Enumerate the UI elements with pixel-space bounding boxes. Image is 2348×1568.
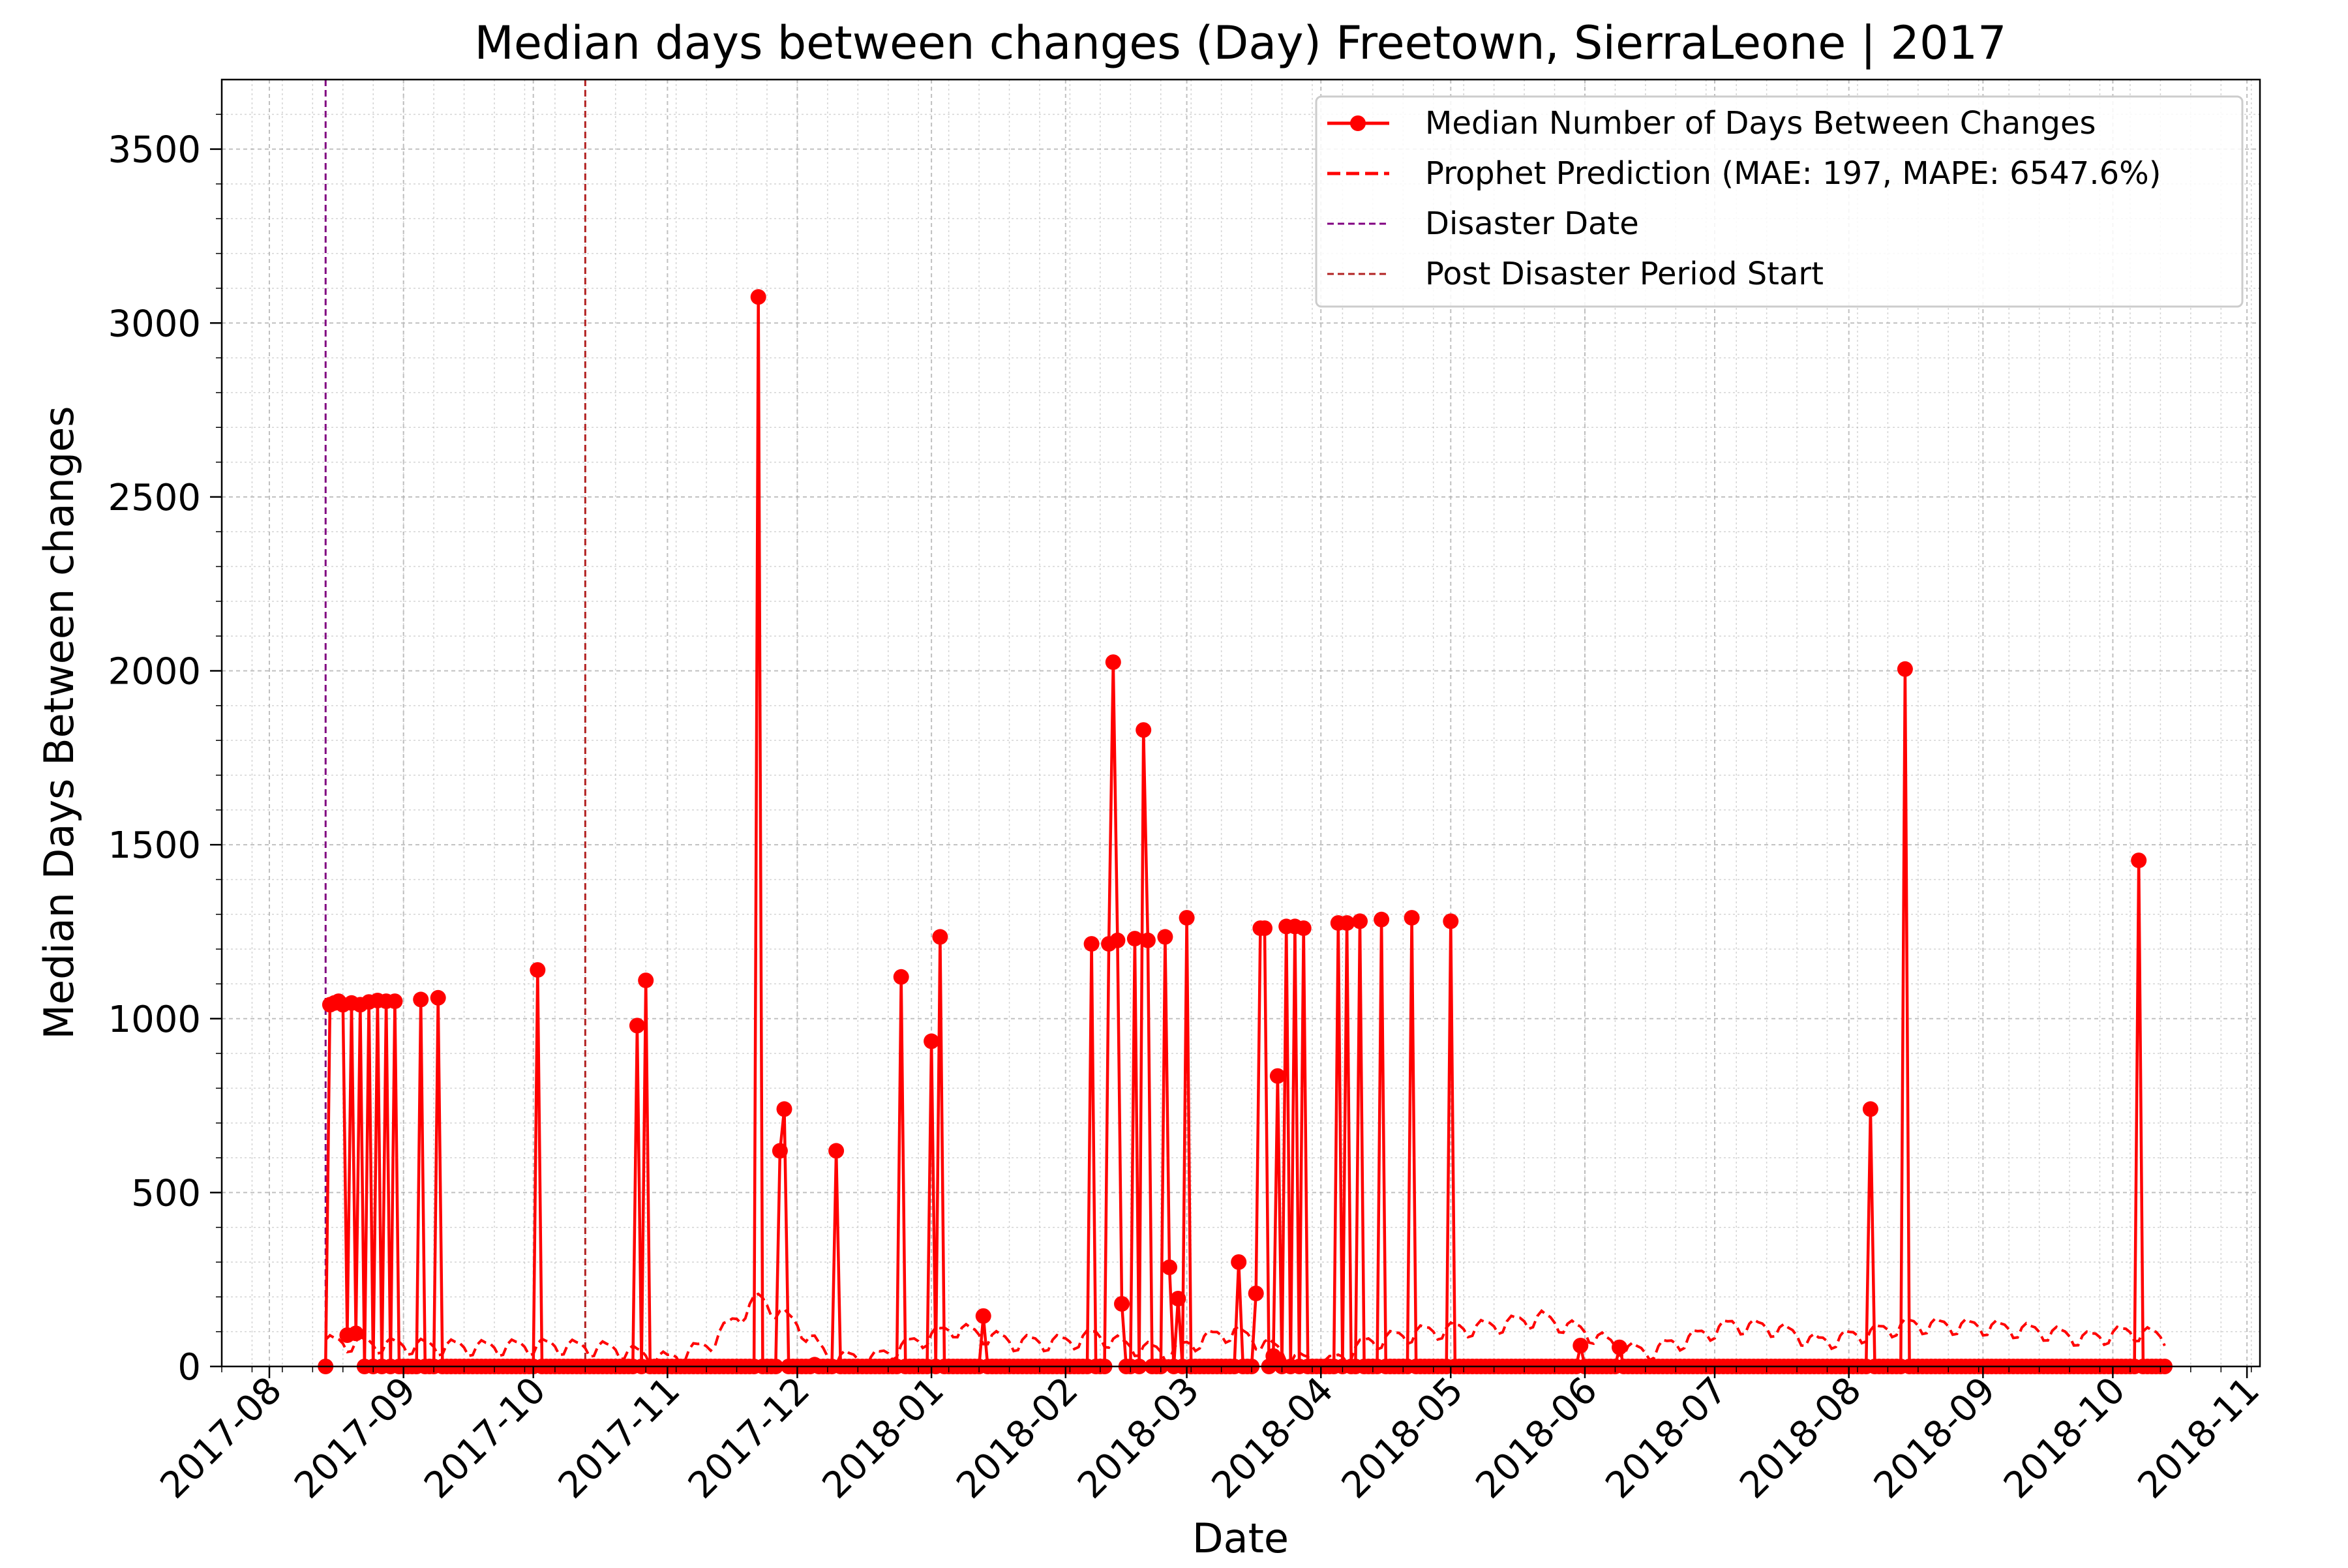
data-point xyxy=(924,1033,940,1049)
legend-label-observed: Median Number of Days Between Changes xyxy=(1425,105,2096,142)
y-axis-label: Median Days Between changes xyxy=(35,406,83,1039)
data-point xyxy=(1231,1254,1247,1270)
legend-item-post-disaster: Post Disaster Period Start xyxy=(1327,256,1824,292)
plot-frame xyxy=(220,78,2261,1368)
data-point xyxy=(1295,920,1312,937)
legend: Median Number of Days Between Changes Pr… xyxy=(1315,95,2244,308)
y-tick-label: 0 xyxy=(177,1346,201,1389)
data-point xyxy=(1109,932,1126,948)
data-point xyxy=(1897,661,1913,677)
data-point xyxy=(1139,932,1156,948)
data-point xyxy=(828,1143,845,1159)
data-point xyxy=(1265,1348,1282,1364)
data-point xyxy=(1612,1339,1627,1355)
data-point xyxy=(348,1325,364,1342)
data-point xyxy=(1248,1286,1264,1301)
legend-label-prophet: Prophet Prediction (MAE: 197, MAPE: 6547… xyxy=(1425,155,2161,192)
data-point xyxy=(975,1308,991,1324)
data-point xyxy=(772,1143,788,1159)
x-axis-label: Date xyxy=(1192,1515,1289,1562)
data-point xyxy=(1443,913,1459,929)
data-point xyxy=(750,289,766,305)
legend-marker-observed xyxy=(1350,115,1366,131)
data-point xyxy=(530,962,546,978)
chart-title: Median days between changes (Day) Freeto… xyxy=(474,16,2006,70)
data-point xyxy=(1339,915,1355,931)
y-tick-label: 1500 xyxy=(108,824,201,867)
y-tick-label: 1000 xyxy=(108,999,201,1041)
legend-label-disaster: Disaster Date xyxy=(1425,205,1639,242)
data-point xyxy=(1404,910,1420,926)
legend-item-observed: Median Number of Days Between Changes xyxy=(1327,105,2096,142)
data-point xyxy=(893,969,909,985)
data-point xyxy=(1573,1338,1589,1353)
y-tick-label: 2500 xyxy=(108,477,201,519)
reference-lines xyxy=(324,80,586,1366)
y-tick-label: 500 xyxy=(131,1172,201,1214)
legend-item-disaster: Disaster Date xyxy=(1327,205,1639,242)
data-point xyxy=(1862,1101,1878,1117)
y-tick-label: 2000 xyxy=(108,651,201,693)
data-point xyxy=(1257,920,1272,937)
data-point xyxy=(1157,929,1173,945)
data-point xyxy=(1105,654,1121,671)
data-point xyxy=(776,1101,792,1117)
y-tick-label: 3500 xyxy=(108,129,201,172)
y-tick-labels: 0 500 1000 1500 2000 2500 3000 3500 xyxy=(108,129,201,1389)
data-point xyxy=(413,991,429,1008)
legend-item-prophet: Prophet Prediction (MAE: 197, MAPE: 6547… xyxy=(1327,155,2161,192)
legend-label-post-disaster: Post Disaster Period Start xyxy=(1425,256,1824,292)
data-point xyxy=(2131,852,2147,869)
data-point xyxy=(1374,911,1390,927)
data-point xyxy=(387,993,403,1010)
data-point xyxy=(430,989,446,1006)
data-point xyxy=(932,929,948,945)
legend-box xyxy=(1315,95,2244,308)
data-point xyxy=(1114,1296,1130,1312)
data-point xyxy=(638,972,654,989)
data-point xyxy=(629,1018,645,1034)
axis-ticks xyxy=(210,113,2252,1378)
data-point xyxy=(1170,1291,1186,1306)
data-point xyxy=(1136,722,1152,738)
data-point xyxy=(1162,1259,1177,1275)
data-point xyxy=(1179,910,1195,926)
y-tick-label: 3000 xyxy=(108,303,201,345)
data-point xyxy=(1352,913,1368,929)
data-point xyxy=(1126,931,1143,947)
data-point xyxy=(1083,936,1100,952)
data-point xyxy=(1269,1068,1286,1084)
